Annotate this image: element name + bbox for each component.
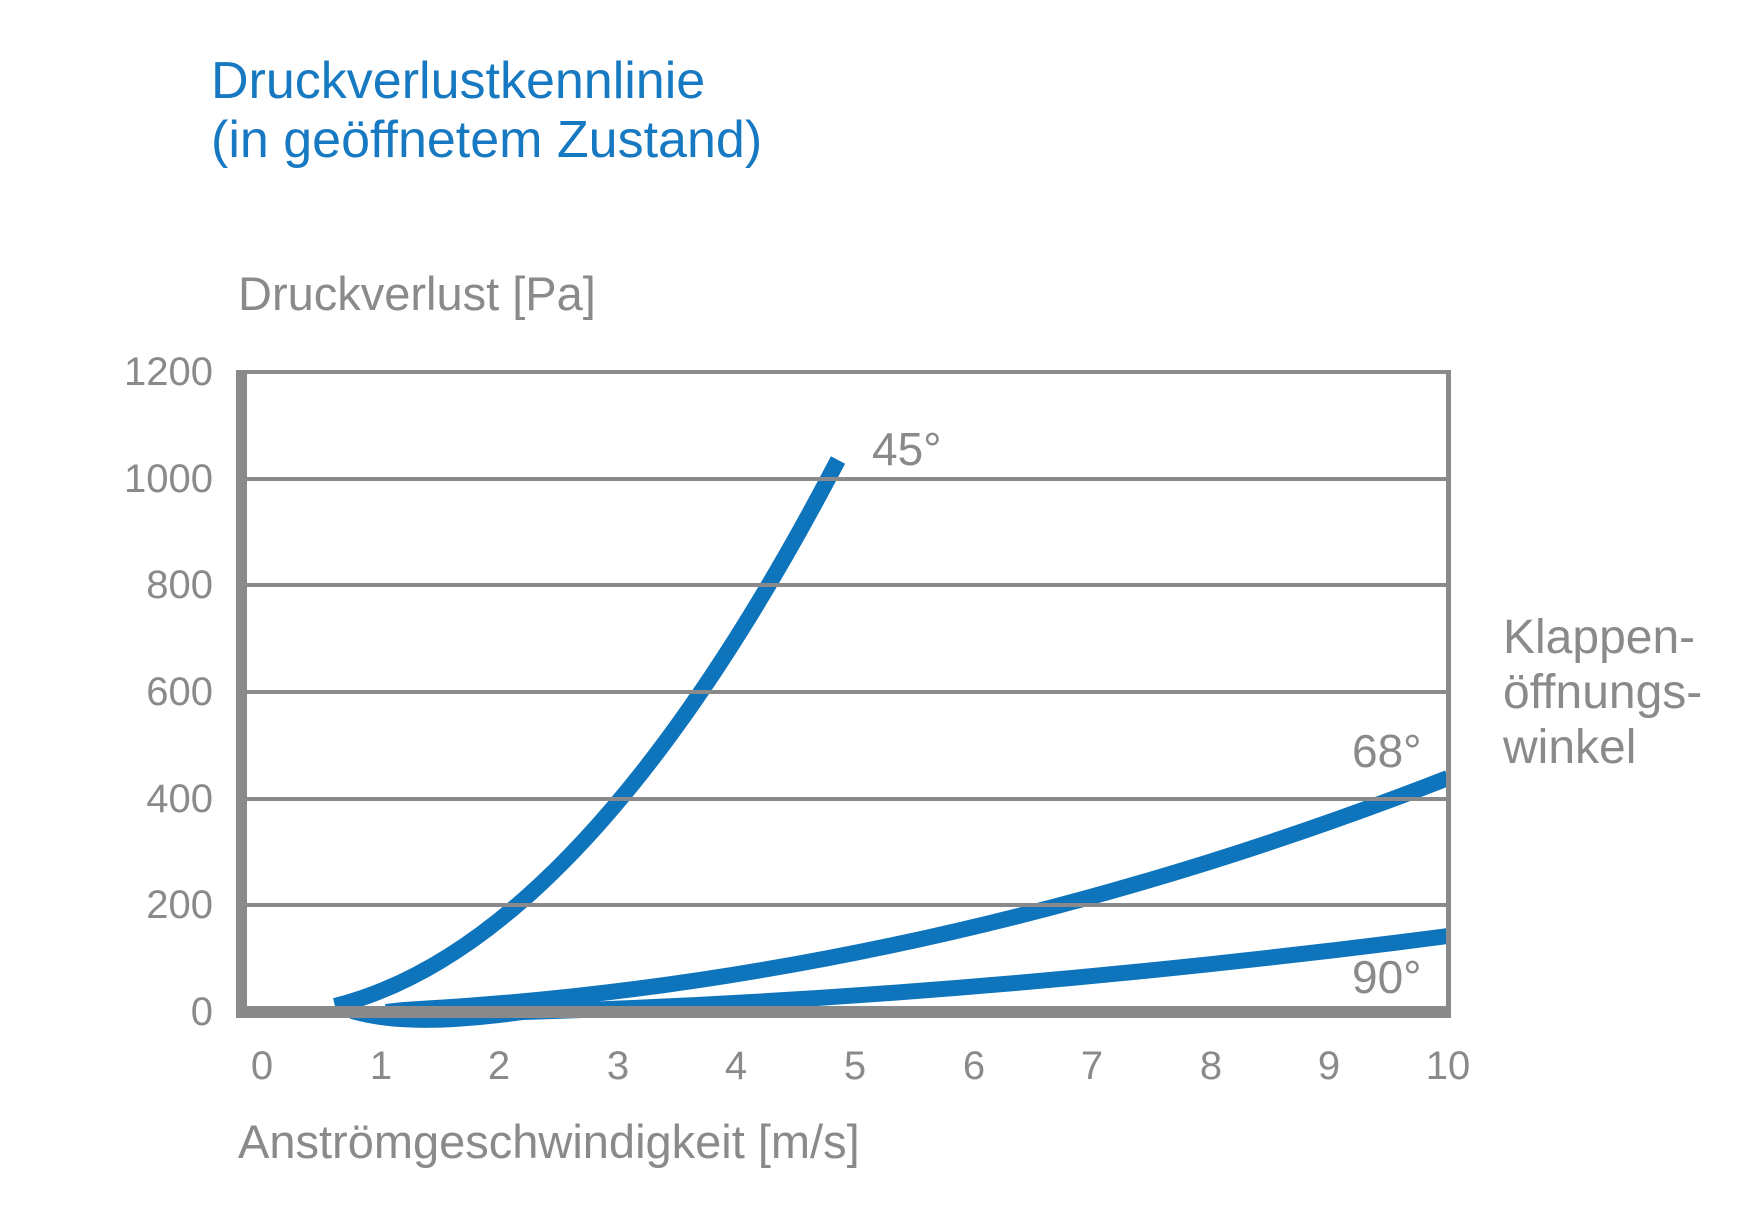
y-tick-400: 400 xyxy=(146,777,213,821)
legend-annotation: Klappen- öffnungs- winkel xyxy=(1503,610,1702,775)
y-tick-200: 200 xyxy=(146,883,213,927)
curve-label-45deg: 45° xyxy=(872,423,942,475)
x-axis-bar xyxy=(236,1006,1451,1018)
gridline-1200-top-border xyxy=(236,370,1451,374)
x-tick-6: 6 xyxy=(962,1044,986,1088)
x-axis-title: Anströmgeschwindigkeit [m/s] xyxy=(238,1115,860,1168)
chart-title-line2: (in geöffnetem Zustand) xyxy=(211,111,763,169)
x-tick-4: 4 xyxy=(724,1044,748,1088)
legend-line2: öffnungs- xyxy=(1503,666,1703,719)
x-tick-1: 1 xyxy=(369,1044,393,1088)
y-tick-800: 800 xyxy=(146,563,213,607)
chart-title: Druckverlustkennlinie (in geöffnetem Zus… xyxy=(211,52,762,170)
gridline-400 xyxy=(247,797,1446,801)
gridline-600 xyxy=(247,690,1446,694)
gridline-1000 xyxy=(247,477,1446,481)
y-axis-bar xyxy=(236,370,247,1018)
gridline-200 xyxy=(247,903,1446,907)
curve-68deg xyxy=(385,770,1451,1020)
y-tick-1200: 1200 xyxy=(124,350,213,394)
gridline-800 xyxy=(247,583,1446,587)
x-tick-3: 3 xyxy=(606,1044,630,1088)
y-tick-1000: 1000 xyxy=(124,457,213,501)
curve-90deg xyxy=(349,928,1450,1028)
right-border xyxy=(1446,370,1451,1018)
curve-label-90deg: 90° xyxy=(1352,951,1422,1003)
x-tick-5: 5 xyxy=(843,1044,867,1088)
x-tick-9: 9 xyxy=(1317,1044,1341,1088)
legend-line1: Klappen- xyxy=(1503,611,1696,664)
curve-45deg xyxy=(333,456,846,1014)
x-tick-7: 7 xyxy=(1080,1044,1104,1088)
y-axis-title: Druckverlust [Pa] xyxy=(238,267,596,320)
chart-title-line1: Druckverlustkennlinie xyxy=(211,52,706,110)
y-tick-600: 600 xyxy=(146,670,213,714)
y-tick-0: 0 xyxy=(190,990,213,1034)
x-tick-2: 2 xyxy=(487,1044,511,1088)
axes-frame xyxy=(236,370,1451,1018)
x-tick-0: 0 xyxy=(250,1044,274,1088)
x-tick-8: 8 xyxy=(1199,1044,1223,1088)
curve-label-68deg: 68° xyxy=(1352,725,1422,777)
legend-line3: winkel xyxy=(1503,721,1637,774)
x-tick-10: 10 xyxy=(1425,1044,1471,1088)
